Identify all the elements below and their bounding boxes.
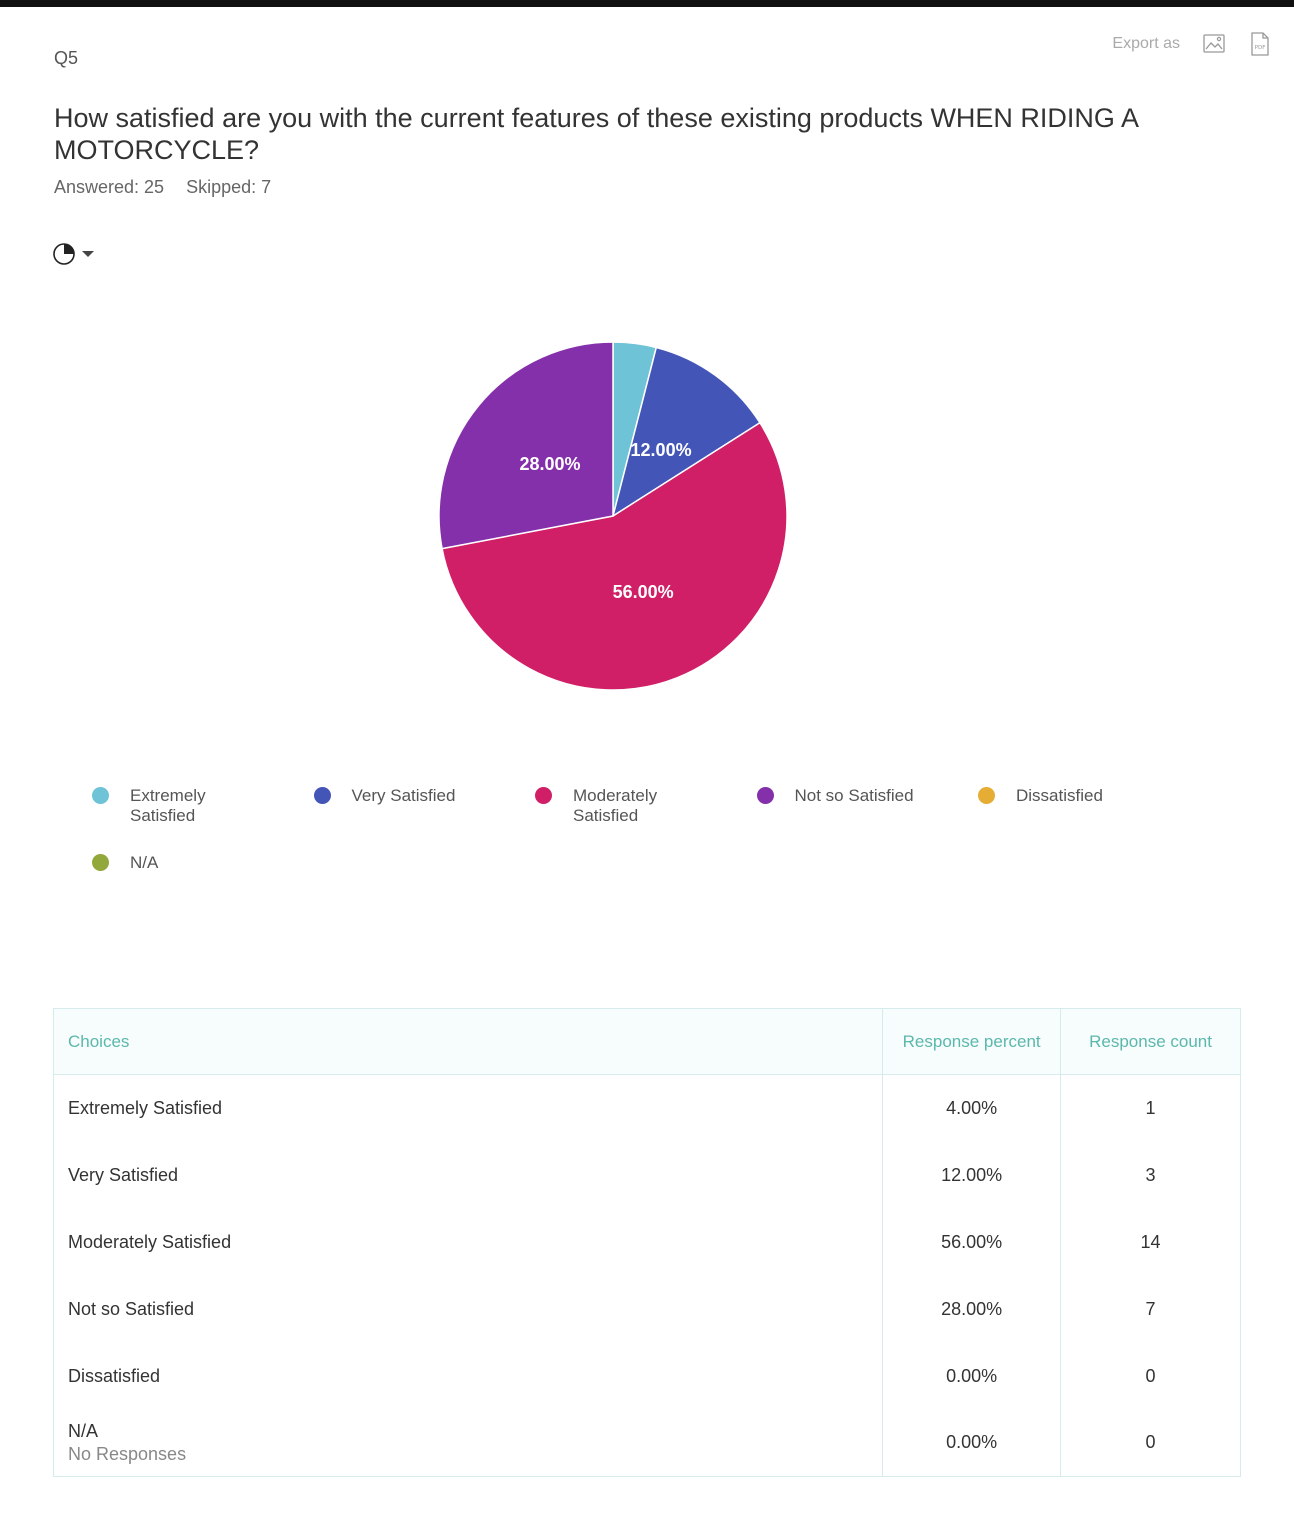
legend-item[interactable]: N/A: [92, 853, 292, 873]
response-percent-cell: 4.00%: [882, 1074, 1062, 1142]
choice-cell: Moderately Satisfied: [52, 1208, 884, 1276]
legend-swatch: [313, 787, 331, 804]
legend-item[interactable]: Extremely Satisfied: [92, 786, 292, 826]
pdf-icon-text: PDF: [1255, 45, 1266, 51]
legend-label: Dissatisfied: [1016, 786, 1103, 805]
legend-item[interactable]: Dissatisfied: [978, 786, 1178, 806]
header-response-count[interactable]: Response count: [1060, 1008, 1241, 1075]
table-row: Dissatisfied 0.00% 0: [52, 1342, 1241, 1410]
skipped-count: Skipped: 7: [186, 177, 272, 197]
pie-slice-moderately-satisfied[interactable]: [441, 421, 788, 691]
table-row: Moderately Satisfied 56.00% 14: [52, 1208, 1241, 1276]
choice-cell: Dissatisfied: [52, 1342, 884, 1410]
answered-count: Answered: 25: [54, 177, 165, 197]
export-controls: Export as PDF: [1112, 32, 1272, 56]
legend-swatch: [978, 787, 995, 804]
header-response-percent[interactable]: Response percent: [882, 1008, 1062, 1075]
response-percent-cell: 0.00%: [882, 1342, 1062, 1410]
pdf-icon: PDF: [1251, 32, 1269, 56]
pie-chart-icon: [53, 243, 75, 265]
choice-label: Dissatisfied: [68, 1365, 161, 1386]
table-row: N/A No Responses 0.00% 0: [52, 1409, 1241, 1477]
choice-label: Very Satisfied: [68, 1164, 179, 1185]
choice-note: No Responses: [68, 1443, 187, 1464]
response-count-cell: 3: [1060, 1141, 1241, 1209]
export-label: Export as: [1112, 35, 1180, 52]
legend-swatch: [535, 787, 552, 804]
chart-type-dropdown[interactable]: [52, 242, 94, 266]
legend-label: Extremely Satisfied: [130, 786, 206, 825]
legend-swatch: [92, 787, 109, 804]
legend-label: Moderately Satisfied: [573, 786, 658, 825]
table-header-row: Choices Response percent Response count: [52, 1008, 1241, 1075]
response-count-cell: 0: [1060, 1342, 1241, 1410]
response-count-cell: 1: [1060, 1074, 1241, 1142]
response-count-cell: 0: [1060, 1409, 1241, 1477]
choice-label: Not so Satisfied: [68, 1298, 195, 1319]
legend-swatch: [92, 854, 109, 871]
table-row: Extremely Satisfied 4.00% 1: [52, 1074, 1241, 1142]
pie-slice-label: 56.00%: [613, 582, 674, 602]
image-icon: [1203, 34, 1225, 53]
results-table: Choices Response percent Response count …: [52, 1008, 1241, 1477]
legend-swatch: [756, 787, 774, 804]
legend-label: Not so Satisfied: [794, 786, 914, 805]
choice-label: Extremely Satisfied: [68, 1097, 223, 1118]
pie-slice-very-satisfied[interactable]: [611, 346, 761, 518]
choice-label: N/A: [68, 1420, 99, 1441]
question-title: How satisfied are you with the current f…: [54, 103, 1138, 165]
legend-item[interactable]: Moderately Satisfied: [535, 786, 735, 826]
legend-label: N/A: [130, 853, 159, 872]
legend-label: Very Satisfied: [351, 786, 456, 805]
pie-chart: 12.00% 56.00% 28.00%: [420, 325, 806, 711]
table-row: Not so Satisfied 28.00% 7: [52, 1275, 1241, 1343]
choice-cell: Extremely Satisfied: [52, 1074, 884, 1142]
response-count-cell: 7: [1060, 1275, 1241, 1343]
header-choices[interactable]: Choices: [52, 1008, 884, 1075]
response-percent-cell: 0.00%: [882, 1409, 1062, 1477]
response-percent-cell: 28.00%: [882, 1275, 1062, 1343]
response-count-cell: 14: [1060, 1208, 1241, 1276]
export-image-button[interactable]: [1202, 32, 1226, 56]
chevron-down-icon: [82, 251, 94, 257]
response-percent-cell: 12.00%: [882, 1141, 1062, 1209]
legend-item[interactable]: Not so Satisfied: [756, 786, 957, 806]
choice-cell: Very Satisfied: [52, 1141, 884, 1209]
response-percent-cell: 56.00%: [882, 1208, 1062, 1276]
question-number: Q5: [54, 48, 79, 68]
pie-chart-svg: 12.00% 56.00% 28.00%: [438, 341, 788, 691]
choice-cell: N/A No Responses: [52, 1409, 884, 1477]
export-pdf-button[interactable]: PDF: [1248, 32, 1272, 56]
table-row: Very Satisfied 12.00% 3: [52, 1141, 1241, 1209]
pie-slice-label: 28.00%: [519, 454, 580, 474]
legend-item[interactable]: Very Satisfied: [313, 786, 514, 806]
choice-label: Moderately Satisfied: [68, 1231, 232, 1252]
response-stats: Answered: 25 Skipped: 7: [54, 177, 271, 198]
top-bar: [0, 0, 1294, 7]
pie-slice-not-so-satisfied[interactable]: [438, 341, 614, 550]
pie-slice-label: 12.00%: [631, 440, 692, 460]
choice-cell: Not so Satisfied: [52, 1275, 884, 1343]
